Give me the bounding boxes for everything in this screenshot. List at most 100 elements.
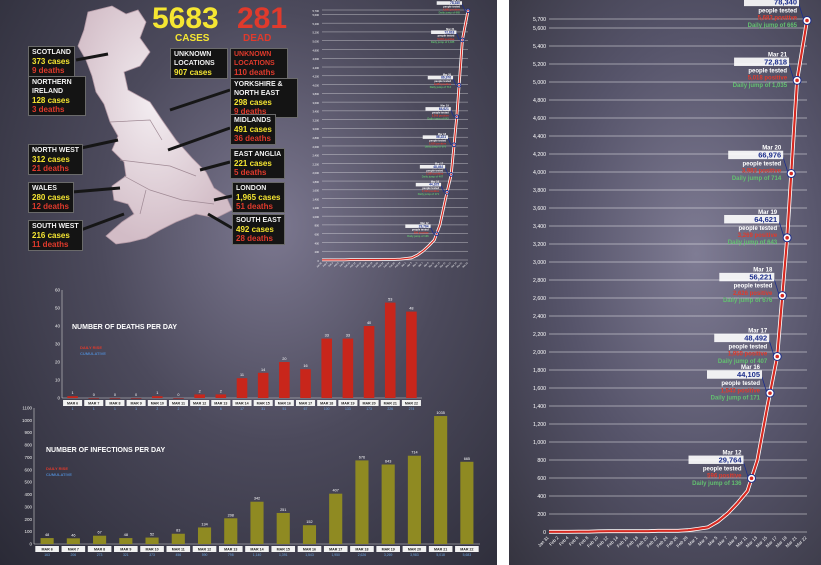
mini-annotation-jump: Daily jump of 714 (430, 85, 452, 89)
big-point-marker-center (749, 476, 754, 481)
big-annotation-jump: Daily jump of 676 (723, 298, 773, 304)
big-annotation-tested: 56,221 (749, 273, 772, 282)
big-annotation-tested-label: people tested (703, 466, 742, 472)
mini-annotation-jump: Daily jump of 665 (439, 11, 461, 15)
deaths-xtick-bg (126, 400, 146, 406)
infections-cumulative-label: 1,391 (279, 553, 288, 557)
infections-cumulative-label: 5,683 (463, 553, 472, 557)
mini-annotation-date: Mar 17 (435, 161, 444, 165)
infections-bar-value-label: 208 (228, 513, 234, 517)
mini-xtick-label: Mar 9 (424, 262, 430, 268)
deaths-bar (109, 398, 121, 399)
deaths-bar-value-label: 33 (325, 334, 329, 338)
deaths-ytick-label: 60 (55, 288, 61, 293)
region-cases: 373 cases (32, 57, 70, 66)
deaths-bar-value-label: 53 (388, 298, 392, 302)
big-annotation-connector (798, 4, 805, 21)
big-ytick-label: 2,400 (533, 314, 546, 320)
region-cases: 492 cases (236, 225, 274, 234)
infections-bar-value-label: 52 (150, 533, 154, 537)
region-box-north-west: North West 312 cases 21 deaths (28, 144, 84, 175)
infections-xtick-bg (428, 546, 453, 552)
infections-bar-value-label: 407 (333, 489, 339, 493)
mini-ytick-label: 2,400 (313, 154, 320, 158)
deaths-bar (236, 378, 248, 398)
infections-xtick-bg (166, 546, 191, 552)
deaths-xtick-label: MAR 14 (235, 402, 248, 406)
infections-xtick-bg (323, 546, 348, 552)
deaths-xtick-bg (63, 400, 83, 406)
big-xtick-label: Mar 1 (687, 535, 699, 547)
infections-bar (145, 537, 159, 544)
big-point-marker-center (775, 354, 780, 359)
infections-xtick-label: MAR 6 (42, 548, 53, 552)
mini-annotation-tested: 64,621 (439, 107, 449, 111)
big-ytick-label: 400 (537, 494, 546, 500)
region-box-south-west: South West 216 cases 11 deaths (28, 220, 83, 251)
infections-cumulative-label: 456 (175, 553, 181, 557)
big-ytick-label: 1,600 (533, 386, 546, 392)
big-annotation-bg (724, 214, 780, 224)
big-ytick-label: 3,200 (533, 242, 546, 248)
big-ytick-label: 5,700 (533, 17, 546, 23)
mini-point-marker-center (455, 115, 458, 118)
deaths-xtick-bg (274, 400, 294, 406)
region-name: London (236, 185, 267, 192)
infections-xtick-bg (376, 546, 400, 552)
big-annotation-date: Mar 18 (753, 268, 773, 274)
mini-annotation-tested-label: people tested (432, 110, 449, 114)
infections-ytick-label: 500 (24, 480, 32, 485)
infections-cumulative-label: 3,269 (384, 553, 393, 557)
big-ytick-label: 1,800 (533, 368, 546, 374)
deaths-xtick-bg (296, 400, 316, 406)
big-annotation-jump: Daily jump of 714 (732, 176, 782, 182)
mini-annotation-date: Mar 21 (446, 27, 455, 31)
mini-xtick-label: Mar 21 (457, 262, 464, 269)
big-ytick-label: 5,000 (533, 80, 546, 86)
big-annotation-connector (761, 377, 768, 394)
mini-xtick-label: Mar 15 (440, 262, 447, 269)
infections-bar (171, 533, 185, 544)
region-cases: 907 cases (174, 68, 212, 77)
big-point-marker-center (789, 171, 794, 176)
mini-xtick-label: Mar 3 (407, 262, 413, 268)
infections-xtick-label: MAR 15 (277, 548, 290, 552)
mini-ytick-label: 3,400 (313, 110, 320, 114)
big-annotation-date: Mar 21 (768, 52, 788, 58)
mini-cumulative-line-chart: 0 200 400 600 800 1,000 1,200 1,400 1,600 1,800 2,… (313, 1, 471, 269)
deaths-bar (300, 369, 311, 398)
mini-annotation-jump: Daily jump of 136 (407, 234, 429, 238)
region-deaths: 9 deaths (32, 66, 65, 75)
big-ytick-label: 600 (537, 476, 546, 482)
big-point-marker-center (785, 235, 789, 240)
infections-xtick-label: MAR 12 (198, 548, 211, 552)
mini-ytick-label: 5,400 (313, 22, 320, 26)
mini-annotation-tested: 29,764 (419, 224, 429, 228)
deaths-cumulative-label: 226 (387, 407, 393, 411)
infections-cumulative-label: 1,140 (253, 553, 262, 557)
mini-ytick-label: 3,000 (313, 127, 320, 131)
deaths-bar (384, 302, 396, 398)
infections-bar-value-label: 643 (385, 460, 391, 464)
infections-cumulative-label: 206 (71, 553, 77, 557)
big-annotation-connector (773, 279, 780, 296)
deaths-cumulative-label: 2 (156, 407, 158, 411)
deaths-bar-value-label: 0 (114, 393, 116, 397)
mini-ytick-label: 200 (315, 250, 320, 254)
big-annotation-date: Mar 16 (741, 365, 761, 371)
mini-ytick-label: 2,200 (313, 162, 320, 166)
mini-annotation-tested-label: people tested (443, 5, 460, 9)
region-name: North West (32, 147, 80, 154)
big-ytick-label: 2,800 (533, 278, 546, 284)
region-box-unknown-deaths: Unknown Locations 110 deaths (230, 48, 288, 79)
big-series-line (549, 20, 809, 533)
infections-bar (434, 416, 448, 544)
infections-xtick-bg (271, 546, 296, 552)
infections-bar-value-label: 251 (280, 508, 286, 512)
deaths-xtick-bg (147, 400, 167, 406)
big-annotation-date: Mar 17 (748, 329, 768, 335)
deaths-cumulative-label: 1 (114, 407, 116, 411)
big-ytick-label: 5,400 (533, 44, 546, 50)
deaths-bar (279, 362, 290, 398)
big-ytick-label: 4,600 (533, 116, 546, 122)
